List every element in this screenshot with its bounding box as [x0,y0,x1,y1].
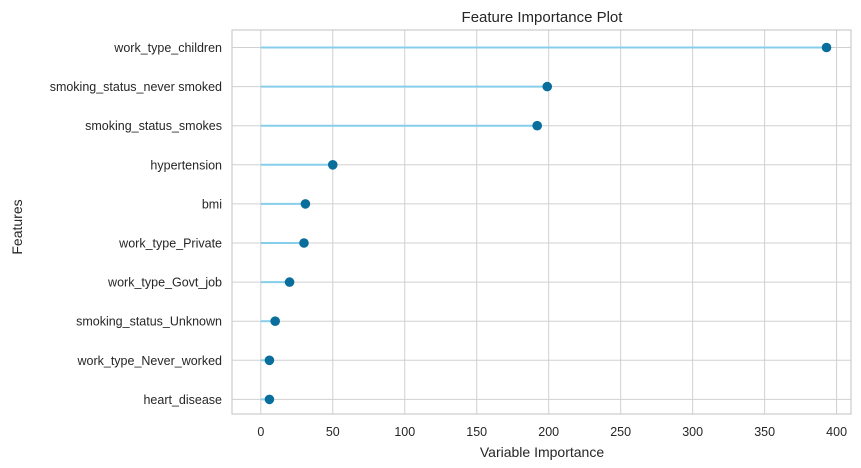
importance-marker [284,277,295,287]
importance-marker [532,120,542,131]
y-tick-label: hypertension [150,158,222,172]
marks-layer [260,42,832,405]
x-tick-label: 100 [394,425,415,439]
x-tick-label: 300 [682,425,703,439]
importance-marker [821,42,832,53]
importance-marker [299,238,309,248]
y-axis-label: Features [9,199,25,254]
importance-marker [327,160,338,170]
importance-marker [300,199,311,209]
ticks-layer: 0 50 100 150 200 250 300 350 400 work_type_childr… [50,41,847,439]
x-tick-label: 0 [257,425,264,439]
y-tick-label: work_type_children [113,41,222,55]
y-tick-label: smoking_status_Unknown [76,315,222,329]
importance-marker [264,355,275,366]
y-tick-label: work_type_Govt_job [107,276,222,290]
x-tick-label: 200 [538,425,559,439]
y-tick-label: work_type_Never_worked [76,354,222,368]
x-axis-label: Variable Importance [480,444,604,460]
y-tick-label: smoking_status_never smoked [50,80,222,94]
x-tick-label: 50 [326,425,340,439]
y-tick-label: heart_disease [143,393,222,407]
y-tick-label: work_type_Private [118,237,222,251]
importance-marker [264,394,275,405]
chart-title: Feature Importance Plot [462,9,624,26]
y-tick-label: smoking_status_smokes [85,119,222,133]
x-tick-label: 350 [754,425,775,439]
importance-marker [542,81,553,92]
y-tick-label: bmi [202,197,222,211]
x-tick-label: 250 [610,425,631,439]
plot-frame [231,29,852,415]
importance-marker [270,316,280,327]
x-tick-label: 400 [826,425,847,439]
x-tick-label: 150 [466,425,487,439]
